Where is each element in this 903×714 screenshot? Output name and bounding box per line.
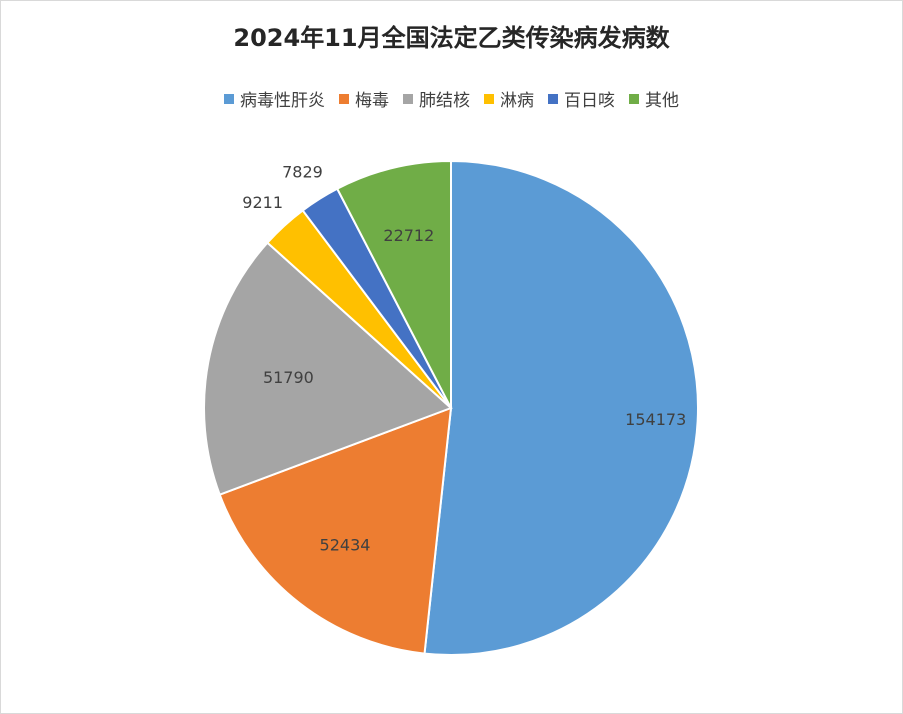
legend-swatch	[484, 93, 494, 104]
legend-swatch	[339, 93, 349, 104]
data-label: 9211	[242, 193, 283, 212]
chart-title: 2024年11月全国法定乙类传染病发病数	[233, 24, 670, 52]
legend-item: 病毒性肝炎	[224, 86, 325, 111]
data-label: 51790	[263, 368, 314, 387]
legend-swatch	[224, 93, 234, 104]
legend-label: 其他	[645, 91, 679, 111]
data-label: 7829	[282, 163, 323, 182]
legend-item: 肺结核	[403, 86, 470, 111]
pie-slice	[218, 406, 453, 655]
chart-legend: 病毒性肝炎 梅毒 肺结核 淋病 百日咳 其他	[0, 86, 903, 111]
legend-label: 百日咳	[564, 91, 615, 111]
legend-item: 梅毒	[339, 86, 389, 111]
pie-slice	[423, 159, 699, 656]
pie-slice	[335, 159, 452, 409]
pie-slice	[203, 241, 453, 496]
legend-label: 梅毒	[355, 91, 389, 111]
legend-label: 肺结核	[419, 91, 470, 111]
legend-item: 百日咳	[548, 86, 615, 111]
legend-swatch	[403, 93, 413, 104]
data-label: 154173	[625, 410, 686, 429]
legend-swatch	[548, 93, 558, 104]
data-label: 22712	[383, 226, 434, 245]
data-label: 52434	[320, 536, 371, 555]
legend-label: 淋病	[500, 91, 534, 111]
legend-item: 淋病	[484, 86, 534, 111]
legend-swatch	[629, 93, 639, 104]
legend-item: 其他	[629, 86, 679, 111]
legend-label: 病毒性肝炎	[240, 91, 325, 111]
